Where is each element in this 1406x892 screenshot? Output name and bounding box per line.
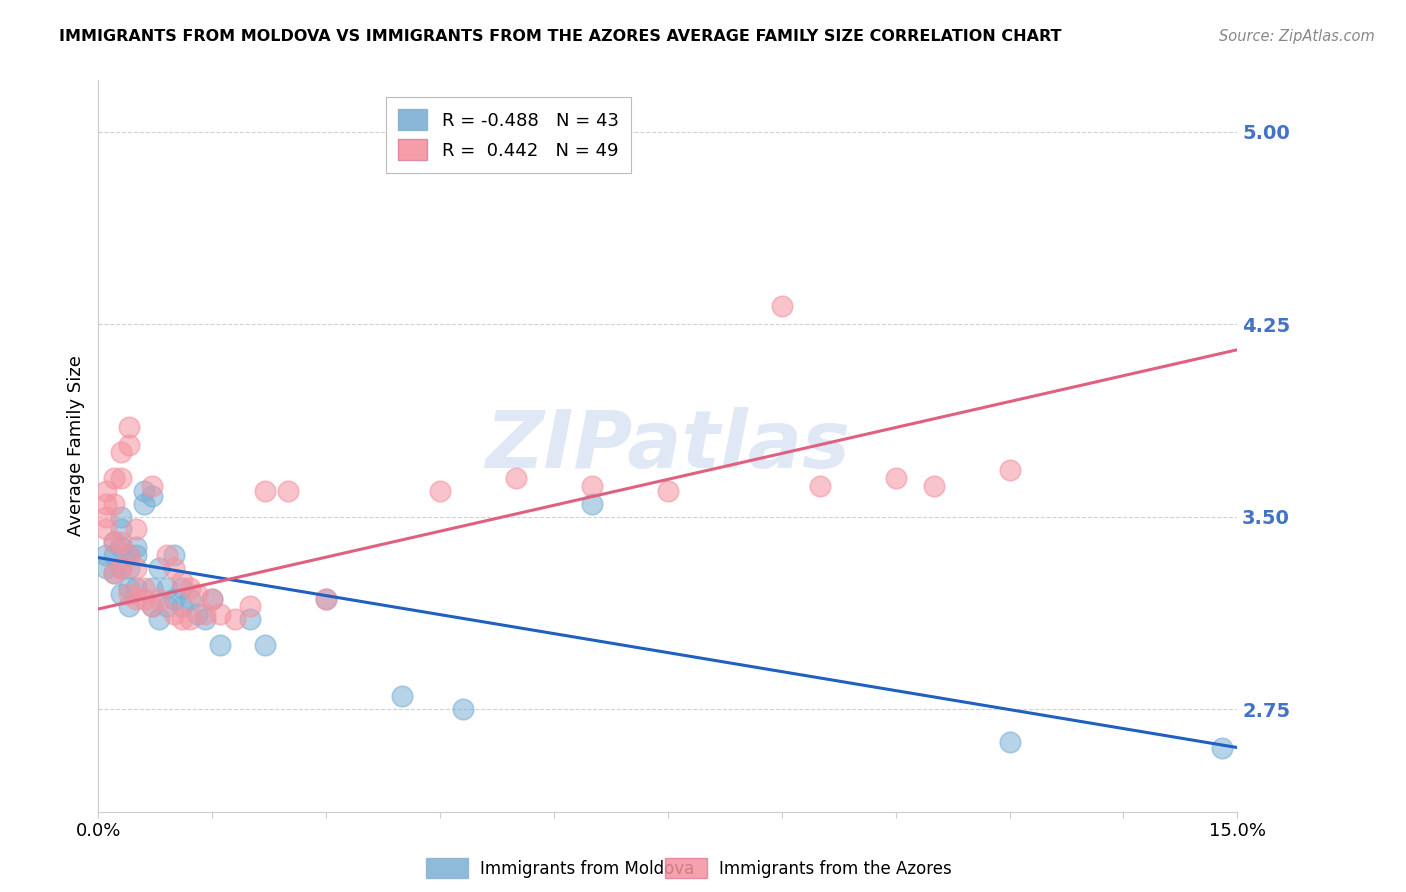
Point — [998, 735, 1021, 749]
Point — [1211, 740, 1233, 755]
Point — [94, 483, 117, 498]
Point — [103, 535, 125, 549]
Point — [201, 591, 224, 606]
Point — [118, 599, 141, 614]
Point — [118, 561, 141, 575]
Point — [103, 535, 125, 549]
Point — [132, 483, 155, 498]
Point — [163, 561, 186, 575]
Point — [194, 612, 217, 626]
Point — [156, 582, 179, 596]
Point — [118, 548, 141, 562]
Point — [163, 548, 186, 562]
Point — [94, 548, 117, 562]
Point — [179, 582, 201, 596]
Point — [118, 548, 141, 562]
Point — [110, 561, 132, 575]
Point — [148, 591, 170, 606]
Point — [132, 582, 155, 596]
Point — [451, 702, 474, 716]
Text: Source: ZipAtlas.com: Source: ZipAtlas.com — [1219, 29, 1375, 44]
Point — [94, 523, 117, 537]
Point — [581, 479, 603, 493]
Point — [103, 471, 125, 485]
Point — [922, 479, 945, 493]
Point — [429, 483, 451, 498]
Text: Immigrants from the Azores: Immigrants from the Azores — [718, 860, 952, 878]
Point — [125, 561, 148, 575]
Point — [118, 586, 141, 600]
Point — [125, 541, 148, 555]
Point — [118, 419, 141, 434]
Point — [118, 438, 141, 452]
Point — [110, 541, 132, 555]
Point — [208, 607, 231, 621]
Point — [254, 483, 277, 498]
Point — [110, 523, 132, 537]
Point — [125, 582, 148, 596]
Point — [224, 612, 246, 626]
Point — [141, 582, 163, 596]
Point — [315, 591, 337, 606]
Point — [170, 574, 193, 588]
Point — [103, 497, 125, 511]
Point — [505, 471, 527, 485]
Point — [884, 471, 907, 485]
Point — [148, 612, 170, 626]
Point — [125, 591, 148, 606]
Point — [110, 471, 132, 485]
Point — [132, 497, 155, 511]
Point — [770, 299, 793, 313]
Point — [103, 566, 125, 580]
Point — [657, 483, 679, 498]
Point — [94, 509, 117, 524]
Point — [239, 612, 262, 626]
Point — [163, 591, 186, 606]
Point — [254, 638, 277, 652]
Point — [194, 607, 217, 621]
Text: Immigrants from Moldova: Immigrants from Moldova — [479, 860, 693, 878]
Legend: R = -0.488   N = 43, R =  0.442   N = 49: R = -0.488 N = 43, R = 0.442 N = 49 — [385, 96, 631, 173]
Point — [141, 599, 163, 614]
Point — [277, 483, 299, 498]
Point — [315, 591, 337, 606]
Point — [94, 561, 117, 575]
Point — [239, 599, 262, 614]
Point — [110, 445, 132, 459]
Point — [103, 548, 125, 562]
Point — [170, 612, 193, 626]
Point — [391, 690, 413, 704]
Point — [808, 479, 831, 493]
Point — [581, 497, 603, 511]
Point — [170, 599, 193, 614]
Point — [125, 523, 148, 537]
Point — [998, 463, 1021, 477]
Point — [201, 591, 224, 606]
Point — [208, 638, 231, 652]
Point — [156, 548, 179, 562]
Point — [141, 479, 163, 493]
Point — [156, 599, 179, 614]
Point — [186, 586, 208, 600]
Point — [110, 509, 132, 524]
Point — [118, 582, 141, 596]
Point — [170, 582, 193, 596]
Point — [125, 548, 148, 562]
Point — [110, 561, 132, 575]
Point — [186, 607, 208, 621]
Point — [141, 489, 163, 503]
Point — [110, 586, 132, 600]
Point — [110, 535, 132, 549]
Point — [141, 599, 163, 614]
Point — [148, 561, 170, 575]
Point — [94, 497, 117, 511]
Point — [132, 591, 155, 606]
Point — [179, 612, 201, 626]
Point — [103, 566, 125, 580]
Point — [179, 591, 201, 606]
Y-axis label: Average Family Size: Average Family Size — [66, 356, 84, 536]
Point — [163, 607, 186, 621]
Text: ZIPatlas: ZIPatlas — [485, 407, 851, 485]
Text: IMMIGRANTS FROM MOLDOVA VS IMMIGRANTS FROM THE AZORES AVERAGE FAMILY SIZE CORREL: IMMIGRANTS FROM MOLDOVA VS IMMIGRANTS FR… — [59, 29, 1062, 44]
